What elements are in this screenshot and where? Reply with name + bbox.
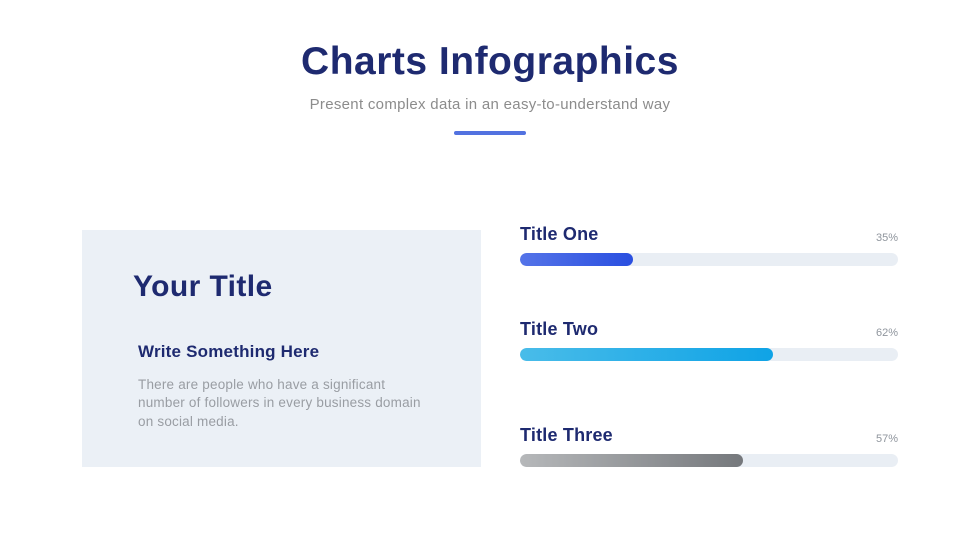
bar-label: Title Two [520, 319, 599, 339]
bar-fill [520, 253, 634, 266]
bar-track [520, 253, 898, 266]
progress-row-head: Title One 35% [520, 224, 898, 245]
progress-row-head: Title Three 57% [520, 425, 898, 446]
header: Charts Infographics Present complex data… [0, 40, 980, 113]
accent-underline [454, 131, 526, 135]
bar-label: Title Three [520, 425, 613, 445]
bar-value-label: 57% [875, 433, 898, 445]
bar-label: Title One [520, 224, 599, 244]
progress-row-head: Title Two 62% [520, 319, 898, 340]
progress-row-title-one: Title One 35% [520, 224, 898, 266]
page-title: Charts Infographics [301, 40, 679, 83]
page-subtitle: Present complex data in an easy-to-under… [309, 96, 671, 113]
bar-value-label: 62% [875, 327, 898, 339]
info-card: Your Title Write Something Here There ar… [82, 230, 481, 467]
progress-row-title-two: Title Two 62% [520, 319, 898, 361]
card-title: Your Title [133, 270, 273, 303]
bar-value-label: 35% [875, 232, 898, 244]
bar-track [520, 454, 898, 467]
bar-fill [520, 348, 774, 361]
bar-fill [520, 454, 744, 467]
bar-track [520, 348, 898, 361]
progress-row-title-three: Title Three 57% [520, 425, 898, 467]
card-subtitle: Write Something Here [138, 342, 320, 361]
card-body-text: There are people who have a significant … [138, 377, 421, 429]
